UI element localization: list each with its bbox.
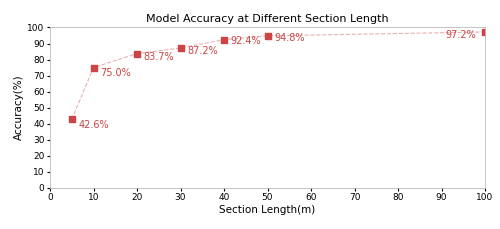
- Point: [176, 46, 184, 50]
- Point: [481, 30, 489, 34]
- Text: 75.0%: 75.0%: [100, 68, 131, 78]
- Point: [68, 118, 76, 121]
- Title: Model Accuracy at Different Section Length: Model Accuracy at Different Section Leng…: [146, 14, 389, 24]
- Point: [133, 52, 141, 55]
- Text: 87.2%: 87.2%: [187, 46, 218, 56]
- Point: [220, 38, 228, 41]
- Text: 94.8%: 94.8%: [274, 33, 304, 43]
- Point: [90, 66, 98, 69]
- Point: [264, 34, 272, 38]
- X-axis label: Section Length(m): Section Length(m): [220, 205, 316, 215]
- Text: 83.7%: 83.7%: [144, 52, 174, 62]
- Text: 97.2%: 97.2%: [446, 30, 476, 40]
- Y-axis label: Accuracy(%): Accuracy(%): [14, 75, 24, 140]
- Text: 42.6%: 42.6%: [78, 120, 109, 130]
- Text: 92.4%: 92.4%: [230, 36, 261, 46]
